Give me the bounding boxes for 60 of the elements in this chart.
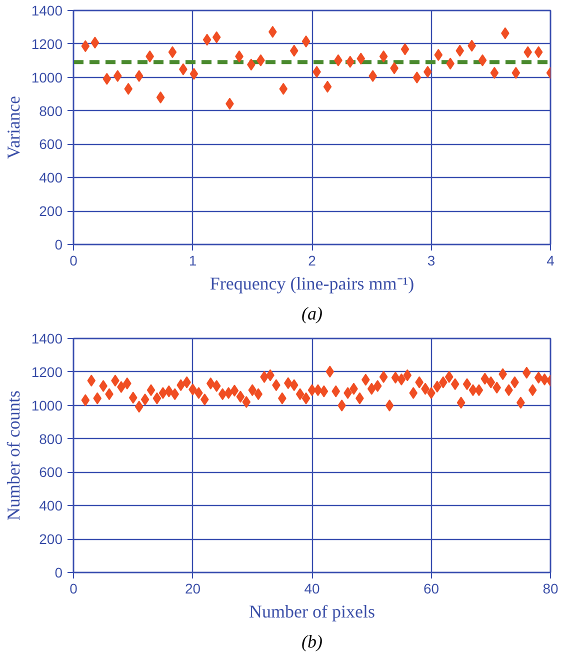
y-tick-label: 1200: [31, 364, 63, 380]
point: [134, 70, 144, 82]
y-tick-label: 1000: [31, 397, 63, 414]
point: [478, 54, 487, 66]
point: [524, 46, 532, 58]
y-tick-label: 200: [39, 203, 63, 220]
x-tick-label: 20: [184, 580, 201, 596]
point: [512, 66, 520, 79]
y-tick-label: 1400: [31, 330, 63, 346]
x-axis-title: Frequency (line-pairs mm⁻¹): [210, 274, 414, 294]
y-tick-label: 1400: [31, 2, 63, 18]
point: [456, 44, 464, 57]
point: [534, 46, 543, 58]
point: [279, 82, 288, 95]
y-tick-label: 0: [54, 564, 63, 580]
point: [156, 91, 165, 104]
point: [268, 26, 277, 38]
point: [202, 34, 212, 46]
point: [102, 72, 112, 85]
x-tick-label: 60: [423, 580, 440, 596]
y-tick-label: 200: [39, 531, 63, 548]
y-tick-label: 600: [39, 464, 63, 480]
y-axis-title: Variance: [3, 96, 24, 159]
y-tick-label: 400: [39, 170, 63, 186]
x-tick-label: 80: [542, 580, 558, 596]
x-tick-label: 0: [70, 252, 78, 268]
point: [190, 68, 198, 80]
point: [90, 36, 100, 49]
point: [323, 80, 332, 93]
y-tick-label: 0: [54, 236, 63, 252]
x-tick-label: 0: [70, 580, 78, 596]
y-tick-label: 800: [39, 102, 63, 119]
x-tick-label: 1: [188, 252, 197, 268]
point: [412, 72, 422, 84]
x-tick-label: 4: [546, 252, 555, 268]
point: [434, 48, 443, 61]
y-tick-label: 1200: [31, 36, 63, 52]
x-tick-label: 40: [304, 580, 320, 596]
point: [490, 66, 499, 79]
y-axis-title: Number of counts: [3, 390, 24, 520]
x-tick-label: 3: [427, 252, 436, 268]
x-tick-label: 2: [308, 252, 316, 268]
y-tick-label: 600: [39, 136, 63, 152]
point: [400, 43, 410, 56]
point: [346, 56, 354, 68]
point: [212, 31, 221, 44]
point: [113, 70, 122, 82]
text: (b): [302, 632, 323, 652]
point: [379, 50, 388, 62]
text: (a): [302, 304, 323, 324]
point: [81, 40, 90, 52]
y-tick-label: 1000: [31, 69, 63, 86]
point: [124, 82, 133, 95]
point: [356, 52, 366, 65]
point: [168, 46, 177, 58]
x-axis-title: Number of pixels: [249, 602, 375, 622]
y-tick-label: 800: [39, 430, 63, 447]
point: [302, 35, 310, 48]
point: [290, 44, 298, 57]
y-tick-label: 400: [39, 498, 63, 514]
